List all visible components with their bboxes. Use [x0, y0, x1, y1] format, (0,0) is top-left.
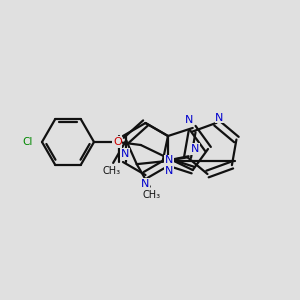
Text: CH₃: CH₃ [143, 190, 161, 200]
Text: N: N [190, 144, 199, 154]
Text: N: N [165, 155, 173, 165]
Text: N: N [215, 113, 224, 123]
Text: N: N [165, 166, 173, 176]
Text: N: N [184, 115, 193, 125]
Text: CH₃: CH₃ [102, 166, 120, 176]
Text: O: O [113, 137, 122, 147]
Text: Cl: Cl [22, 137, 33, 147]
Text: N: N [141, 179, 150, 189]
Text: N: N [121, 149, 129, 159]
